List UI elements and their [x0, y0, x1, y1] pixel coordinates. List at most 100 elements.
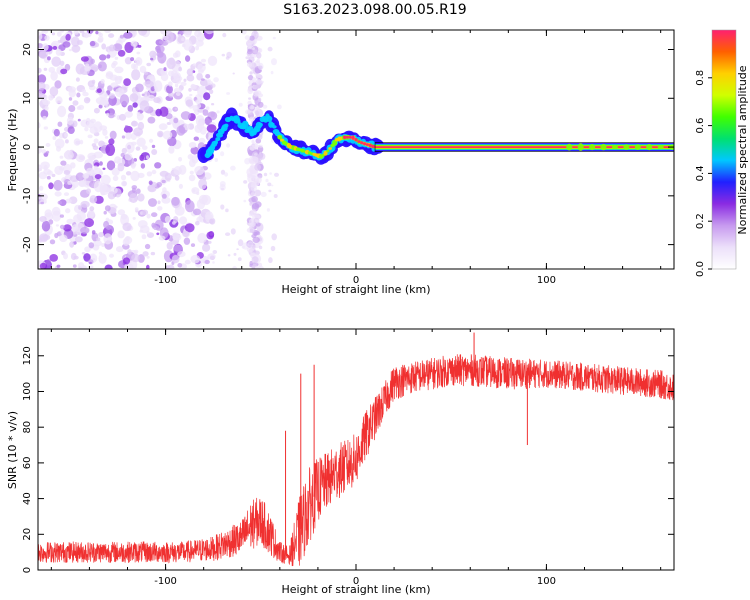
spectrogram-noise-blob — [44, 209, 53, 218]
spectrogram-noise-blob — [103, 210, 107, 215]
spectrogram-noise-blob — [99, 161, 103, 166]
spectrogram-noise-blob — [188, 88, 192, 92]
spectrogram-noise-blob — [105, 217, 110, 222]
spectrogram-noise-blob — [348, 135, 352, 139]
spectrogram-noise-blob — [144, 80, 154, 88]
spectrogram-noise-blob — [245, 109, 251, 115]
spectrogram-noise-blob — [76, 92, 81, 98]
spectrogram-noise-blob — [39, 233, 49, 242]
spectrogram-noise-blob — [59, 224, 65, 230]
spectrogram-noise-blob — [162, 130, 173, 140]
spectrogram-noise-blob — [250, 192, 257, 198]
spectrogram-noise-blob — [247, 87, 254, 95]
snr-ylabel: SNR (10 * v/v) — [6, 411, 19, 489]
spectrogram-noise-blob — [173, 244, 184, 252]
spectrogram-noise-blob — [204, 30, 215, 35]
spectrogram-noise-blob — [137, 193, 145, 202]
spectrogram-noise-blob — [209, 218, 214, 224]
spectrogram-noise-blob — [137, 44, 142, 48]
spectrogram-noise-blob — [268, 257, 273, 264]
spectrogram-noise-blob — [163, 250, 174, 263]
spectrogram-noise-blob — [104, 205, 111, 212]
spectrogram-noise-blob — [343, 135, 347, 140]
spectrogram-noise-blob — [111, 167, 120, 176]
spectrogram-noise-blob — [190, 83, 196, 90]
spectrogram-xtick-label: -100 — [154, 275, 177, 286]
spectrogram-noise-blob — [84, 65, 91, 72]
spectrogram-noise-blob — [151, 169, 157, 175]
spectrogram-noise-blob — [212, 250, 218, 254]
spectrogram-noise-blob — [248, 212, 253, 217]
spectrogram-noise-blob — [323, 150, 328, 156]
spectrogram-noise-blob — [97, 61, 107, 72]
spectrogram-noise-blob — [90, 118, 96, 124]
spectrogram-noise-blob — [207, 55, 218, 66]
spectrogram-noise-blob — [121, 135, 126, 139]
spectrogram-noise-blob — [600, 143, 607, 151]
spectrogram-noise-blob — [56, 100, 61, 104]
spectrogram-noise-blob — [273, 194, 278, 198]
spectrogram-noise-blob — [224, 172, 229, 177]
spectrogram-noise-blob — [226, 143, 231, 148]
spectrogram-noise-blob — [51, 56, 62, 67]
spectrogram-noise-blob — [224, 123, 229, 128]
spectrogram-noise-blob — [71, 36, 80, 47]
spectrogram-noise-blob — [124, 111, 133, 118]
spectrogram-noise-blob — [49, 86, 59, 97]
spectrogram-noise-blob — [77, 205, 82, 210]
spectrogram-xlabel: Height of straight line (km) — [281, 283, 430, 296]
spectrogram-noise-blob — [132, 102, 138, 108]
spectrogram-noise-blob — [110, 82, 119, 88]
spectrogram-noise-blob — [151, 212, 158, 218]
spectrogram-noise-blob — [153, 97, 161, 104]
spectrogram-noise-blob — [115, 246, 124, 253]
spectrogram-noise-blob — [84, 126, 89, 132]
spectrogram-noise-blob — [98, 170, 104, 176]
spectrogram-noise-blob — [137, 121, 145, 131]
spectrogram-noise-blob — [99, 182, 108, 193]
snr-series-line — [38, 354, 674, 567]
snr-plot-area — [38, 329, 674, 570]
spectrogram-noise-blob — [360, 141, 364, 145]
spectrogram-noise-blob — [108, 44, 116, 52]
spectrogram-noise-blob — [256, 58, 261, 64]
spectrogram-noise-blob — [251, 202, 259, 212]
spectrogram-ridge-outline — [374, 142, 674, 152]
spectrogram-noise-blob — [198, 194, 208, 205]
spectrogram-noise-blob — [166, 242, 173, 250]
spectrogram-noise-blob — [176, 125, 186, 136]
spectrogram-noise-blob — [122, 257, 131, 265]
spectrogram-noise-blob — [371, 144, 375, 149]
spectrogram-noise-blob — [241, 30, 247, 35]
spectrogram-noise-blob — [98, 251, 103, 255]
spectrogram-noise-blob — [57, 121, 63, 127]
spectrogram-noise-blob — [130, 57, 135, 62]
spectrogram-noise-blob — [127, 249, 132, 255]
spectrogram-noise-blob — [131, 69, 141, 81]
spectrogram-noise-blob — [45, 51, 50, 55]
spectrogram-noise-blob — [60, 68, 68, 75]
spectrogram-noise-blob — [65, 198, 72, 204]
spectrogram-noise-blob — [196, 103, 201, 109]
spectrogram-noise-blob — [260, 191, 267, 198]
spectrogram-noise-blob — [60, 160, 67, 166]
spectrogram-noise-blob — [172, 234, 182, 241]
spectrogram-noise-blob — [77, 118, 81, 122]
spectrogram-noise-blob — [252, 174, 256, 178]
spectrogram-noise-blob — [226, 92, 231, 95]
spectrogram-noise-blob — [249, 105, 255, 110]
spectrogram-noise-blob — [150, 57, 154, 61]
spectrogram-noise-blob — [117, 230, 125, 239]
spectrogram-noise-blob — [171, 196, 180, 206]
spectrogram-noise-blob — [195, 115, 205, 127]
spectrogram-noise-blob — [64, 132, 69, 138]
spectrogram-noise-blob — [268, 189, 272, 193]
spectrogram-noise-blob — [589, 144, 596, 151]
spectrogram-noise-blob — [70, 162, 76, 169]
spectrogram-noise-blob — [104, 30, 112, 33]
spectrogram-noise-blob — [233, 252, 237, 256]
spectrogram-noise-blob — [38, 67, 42, 74]
spectrogram-noise-blob — [220, 151, 225, 157]
spectrogram-noise-blob — [112, 175, 119, 181]
spectrogram-noise-blob — [247, 74, 254, 81]
